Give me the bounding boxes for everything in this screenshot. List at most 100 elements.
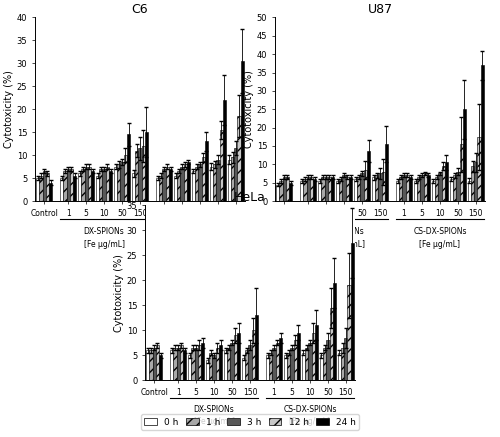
Bar [284, 355, 287, 380]
Bar [222, 100, 226, 201]
Bar [145, 132, 148, 201]
Bar [198, 164, 202, 201]
Text: DX-SPIONs: DX-SPIONs [84, 227, 124, 236]
Bar [313, 179, 316, 201]
Text: DX-SPIONs: DX-SPIONs [194, 405, 234, 414]
Bar [162, 169, 166, 201]
Bar [132, 173, 135, 201]
Bar [414, 181, 417, 201]
Bar [228, 160, 231, 201]
Bar [91, 171, 94, 201]
Bar [456, 172, 460, 201]
Bar [100, 169, 102, 201]
Bar [192, 171, 195, 201]
Y-axis label: Cytotoxicity (%): Cytotoxicity (%) [114, 254, 124, 332]
Bar [304, 179, 306, 201]
Bar [184, 164, 187, 201]
Bar [206, 360, 210, 380]
Bar [445, 163, 448, 201]
Bar [159, 355, 162, 380]
Bar [276, 343, 279, 380]
Bar [420, 175, 424, 201]
Bar [156, 178, 159, 201]
Bar [252, 330, 255, 380]
Text: DX-SPIONs: DX-SPIONs [324, 227, 364, 236]
Bar [216, 348, 219, 380]
Bar [36, 178, 40, 201]
Bar [117, 164, 120, 201]
Bar [234, 335, 237, 380]
Bar [188, 355, 192, 380]
Bar [138, 148, 141, 201]
Bar [272, 348, 276, 380]
Bar [166, 166, 169, 201]
Bar [338, 353, 341, 380]
Bar [245, 350, 248, 380]
Bar [357, 177, 360, 201]
Bar [336, 181, 340, 201]
Bar [305, 348, 308, 380]
Bar [310, 177, 313, 201]
Bar [231, 157, 234, 201]
Bar [210, 166, 213, 201]
Title: C6: C6 [132, 3, 148, 16]
Bar [289, 183, 292, 201]
Bar [234, 148, 237, 201]
Text: [Fe μg/mL]: [Fe μg/mL] [290, 417, 331, 426]
Bar [409, 177, 412, 201]
Bar [195, 166, 198, 201]
Bar [300, 181, 304, 201]
Text: CS-DX-SPIONs: CS-DX-SPIONs [283, 405, 337, 414]
Bar [315, 325, 318, 380]
Bar [213, 164, 216, 201]
Text: CS-DX-SPIONs: CS-DX-SPIONs [413, 227, 467, 236]
Bar [219, 345, 222, 380]
Bar [324, 177, 328, 201]
Bar [269, 353, 272, 380]
Bar [320, 355, 323, 380]
Bar [396, 181, 399, 201]
Bar [183, 350, 186, 380]
Bar [297, 333, 300, 380]
Bar [88, 166, 91, 201]
Bar [340, 179, 342, 201]
Bar [102, 169, 106, 201]
Bar [82, 169, 84, 201]
Bar [142, 146, 145, 201]
Text: [Fe μg/mL]: [Fe μg/mL] [84, 239, 124, 249]
Bar [462, 109, 466, 201]
Bar [378, 173, 382, 201]
Bar [346, 177, 349, 201]
Bar [287, 353, 290, 380]
Bar [306, 177, 310, 201]
Bar [73, 176, 76, 201]
Bar [402, 175, 406, 201]
Bar [349, 177, 352, 201]
Bar [40, 176, 42, 201]
Bar [331, 177, 334, 201]
Bar [84, 166, 88, 201]
Bar [294, 340, 297, 380]
Bar [177, 171, 180, 201]
Title: HeLa: HeLa [234, 191, 266, 204]
Bar [280, 181, 282, 201]
Bar [471, 166, 474, 201]
Bar [96, 176, 100, 201]
Bar [328, 177, 331, 201]
Bar [194, 348, 198, 380]
Bar [332, 283, 336, 380]
Bar [66, 169, 70, 201]
Bar [342, 175, 345, 201]
Bar [70, 169, 73, 201]
Bar [248, 345, 252, 380]
Title: U87: U87 [368, 3, 392, 16]
Bar [224, 350, 227, 380]
Bar [49, 183, 52, 201]
Bar [169, 169, 172, 201]
Bar [435, 177, 438, 201]
Bar [302, 353, 305, 380]
Bar [427, 175, 430, 201]
Bar [201, 343, 204, 380]
Bar [109, 171, 112, 201]
Bar [42, 171, 46, 201]
